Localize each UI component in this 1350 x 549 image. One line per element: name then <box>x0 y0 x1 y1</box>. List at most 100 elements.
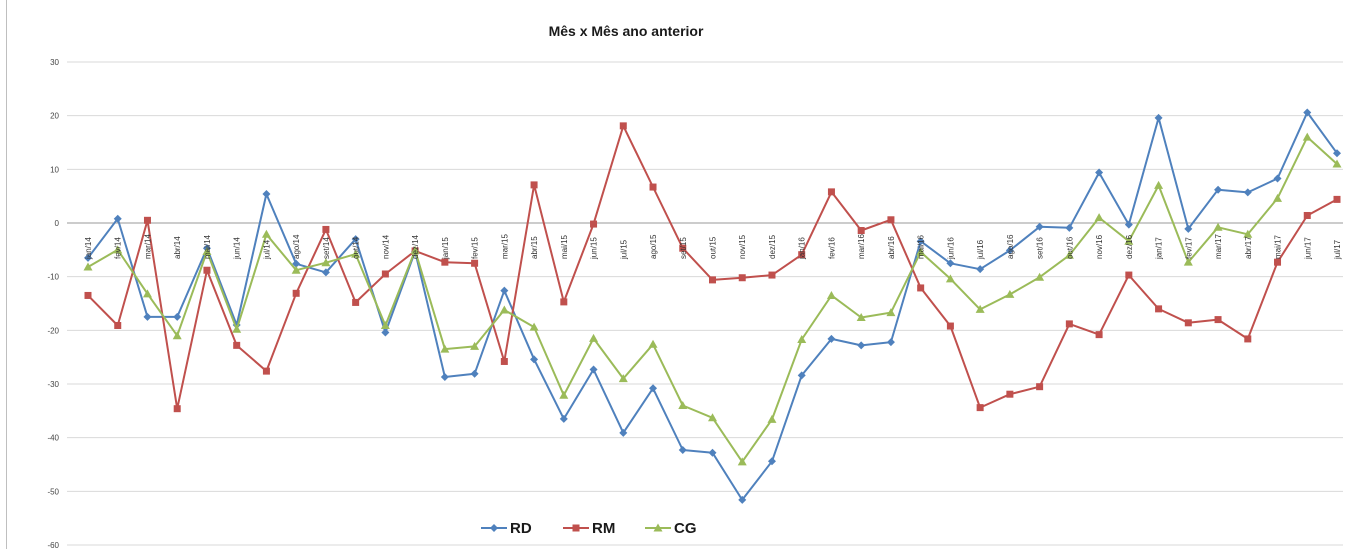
series-rd <box>84 108 1341 504</box>
data-point <box>322 225 330 233</box>
x-tick-label: mar/14 <box>143 234 152 259</box>
x-tick-label: out/16 <box>1065 236 1074 259</box>
legend-item-rm: RM <box>563 520 615 537</box>
x-tick-label: jun/15 <box>590 237 599 260</box>
data-point <box>678 400 688 409</box>
data-point <box>1333 149 1341 158</box>
data-point <box>649 384 658 393</box>
chart-area: Mês x Mês ano anterior 30 20 10 0 -10 -20 -30 -… <box>6 0 1349 549</box>
y-axis-ticks: 30 20 10 0 -10 -20 -30 -40 -50 -60 <box>47 58 59 549</box>
data-point <box>1243 188 1252 197</box>
data-point <box>767 414 777 423</box>
series-line-rm <box>87 124 1338 410</box>
data-point <box>1124 220 1133 229</box>
data-point <box>1214 316 1222 324</box>
series-rm <box>84 122 1341 413</box>
x-tick-label: jun/17 <box>1303 237 1312 260</box>
data-point <box>321 268 330 277</box>
x-tick-label: mai/14 <box>203 234 212 259</box>
x-tick-label: mai/15 <box>560 234 569 259</box>
data-point <box>708 413 717 422</box>
data-point <box>173 312 182 321</box>
data-point <box>410 245 420 254</box>
data-point <box>1184 224 1193 233</box>
data-point <box>83 262 93 271</box>
data-point <box>1005 246 1014 255</box>
data-point <box>113 245 123 254</box>
y-tick-label: 30 <box>50 58 59 67</box>
data-point <box>1303 211 1311 219</box>
x-tick-label: abr/14 <box>173 236 182 259</box>
data-point <box>530 355 539 364</box>
x-tick-label: jan/14 <box>84 237 93 260</box>
data-point <box>1064 250 1074 259</box>
data-point <box>886 308 896 317</box>
data-point <box>653 523 663 532</box>
data-point <box>618 374 628 383</box>
y-tick-label: -50 <box>47 487 59 496</box>
y-tick-label: 10 <box>50 165 59 174</box>
data-point <box>946 322 954 330</box>
data-point <box>856 312 866 321</box>
x-tick-label: nov/14 <box>381 234 390 259</box>
y-tick-label: -40 <box>47 434 59 443</box>
data-point <box>1124 236 1134 245</box>
data-point <box>945 274 955 283</box>
x-tick-label: mai/16 <box>917 234 926 259</box>
data-point <box>352 298 360 306</box>
y-tick-label: -10 <box>47 273 59 282</box>
data-point <box>738 495 747 504</box>
data-point <box>1154 113 1163 122</box>
data-point <box>292 259 301 268</box>
data-point <box>203 266 211 274</box>
data-point <box>440 344 450 353</box>
y-tick-label: 20 <box>50 112 59 121</box>
data-point <box>381 328 390 337</box>
series-line-rd <box>87 111 1338 501</box>
data-point <box>232 324 242 333</box>
data-point <box>202 246 212 255</box>
data-point <box>738 274 746 282</box>
data-point <box>1095 168 1104 177</box>
data-point <box>1184 319 1192 327</box>
data-point <box>84 291 92 299</box>
legend-label: RM <box>592 520 615 537</box>
data-point <box>1036 383 1044 391</box>
series-lines <box>83 108 1342 504</box>
x-tick-label: ago/16 <box>1006 234 1015 259</box>
legend-label: RD <box>510 520 532 537</box>
data-point <box>826 290 836 299</box>
data-point <box>1155 305 1163 313</box>
data-point <box>917 284 925 292</box>
data-point <box>797 334 807 343</box>
data-point <box>887 216 895 224</box>
x-tick-label: fev/17 <box>1184 237 1193 259</box>
data-point <box>1125 271 1133 279</box>
data-point <box>84 253 92 262</box>
x-tick-label: fev/14 <box>114 237 123 259</box>
data-point <box>441 258 449 266</box>
data-point <box>1065 223 1074 232</box>
data-point <box>590 220 598 228</box>
data-point <box>886 338 895 347</box>
data-point <box>1035 222 1044 231</box>
data-point <box>381 270 389 278</box>
data-point <box>440 373 449 382</box>
data-point <box>1333 195 1341 203</box>
data-point <box>916 247 926 256</box>
data-point <box>589 333 599 342</box>
data-point <box>946 259 955 268</box>
data-point <box>351 249 361 258</box>
data-point <box>490 524 498 532</box>
data-point <box>380 321 390 330</box>
data-point <box>113 214 122 223</box>
data-point <box>1005 289 1015 298</box>
x-tick-label: jul/15 <box>619 239 628 260</box>
data-point <box>648 339 658 348</box>
data-point <box>916 237 925 246</box>
data-point <box>351 235 360 244</box>
legend: RD RM CG <box>481 520 697 537</box>
data-point <box>1244 335 1252 343</box>
data-point <box>321 258 331 267</box>
data-point <box>976 265 985 274</box>
